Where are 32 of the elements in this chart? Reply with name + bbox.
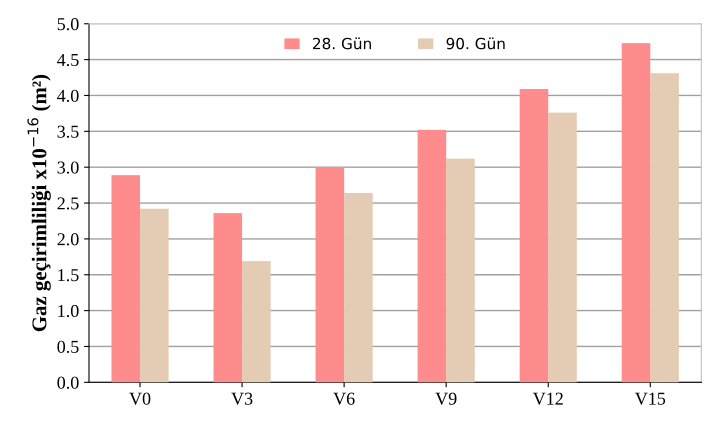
- x-tick-label: V9: [435, 392, 456, 405]
- x-tick-label: V3: [231, 392, 252, 405]
- y-tick-label: 0.0: [57, 376, 79, 389]
- y-tick-label: 2.0: [58, 233, 79, 246]
- bar: [548, 112, 577, 382]
- bar: [418, 130, 446, 382]
- bar: [140, 208, 169, 382]
- y-tick-label: 3.5: [58, 126, 79, 138]
- bar: [214, 213, 242, 382]
- bar: [111, 175, 140, 382]
- bar: [622, 43, 650, 382]
- x-tick-label: V0: [129, 392, 150, 405]
- y-tick-label: 1.0: [58, 304, 79, 318]
- bar: [650, 73, 679, 382]
- bar: [520, 89, 548, 382]
- bar: [242, 261, 271, 382]
- y-axis-title: Gaz geçirimliliği x10$^{−16}$ (m²): [27, 74, 51, 332]
- y-tick-label: 5.0: [58, 18, 79, 30]
- y-tick-label: 3.0: [58, 161, 79, 174]
- bar: [344, 193, 373, 382]
- bar: [446, 158, 475, 382]
- y-tick-label: 1.5: [58, 269, 79, 282]
- x-tick-label: V15: [634, 392, 666, 405]
- x-tick-label: V12: [532, 392, 563, 405]
- y-tick-label: 0.5: [57, 340, 79, 353]
- legend-label: 28. Gün: [313, 38, 371, 50]
- y-tick-label: 2.5: [58, 197, 79, 210]
- bar: [316, 167, 344, 382]
- y-tick-label: 4.0: [57, 90, 79, 102]
- x-tick-label: V6: [333, 392, 355, 405]
- y-tick-label: 4.5: [57, 54, 79, 66]
- legend-label: 90. Gün: [446, 38, 505, 50]
